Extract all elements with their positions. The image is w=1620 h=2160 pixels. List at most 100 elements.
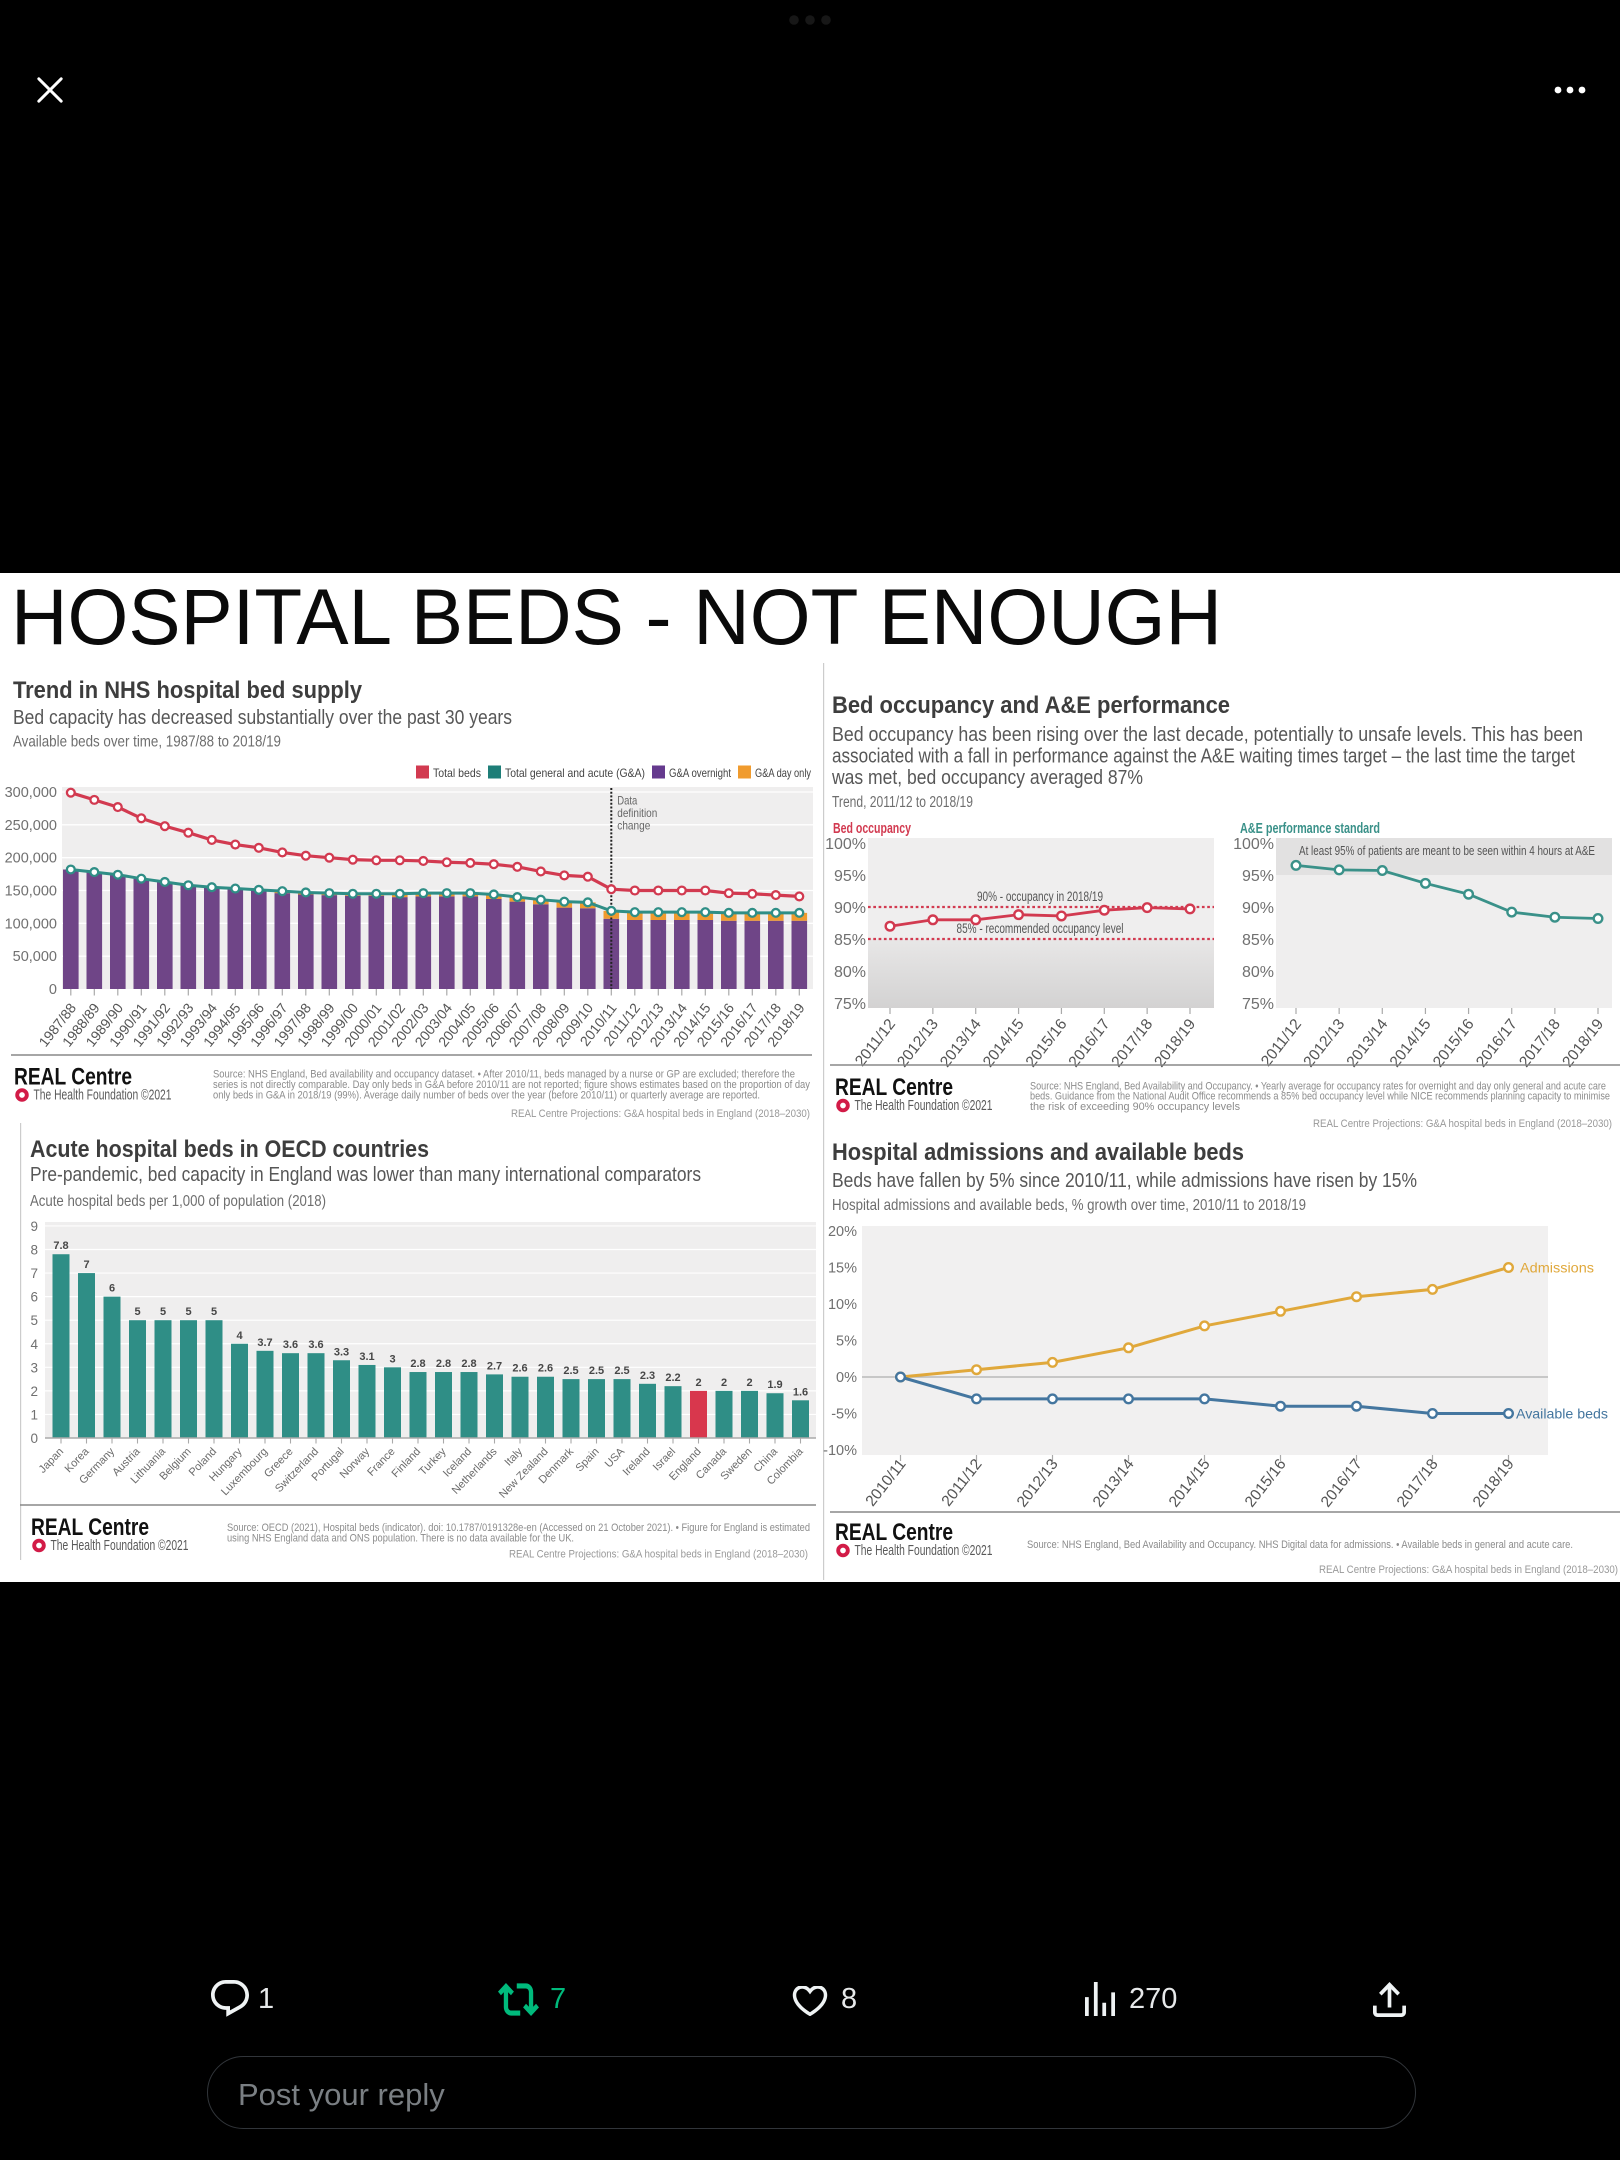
- svg-text:Bed occupancy: Bed occupancy: [833, 820, 911, 837]
- svg-text:Source: NHS England, Bed avail: Source: NHS England, Bed availability an…: [213, 1069, 795, 1081]
- svg-text:3.6: 3.6: [308, 1339, 323, 1351]
- svg-text:Trend, 2011/12 to 2018/19: Trend, 2011/12 to 2018/19: [832, 794, 973, 811]
- svg-text:2016/17: 2016/17: [1318, 1456, 1366, 1511]
- svg-text:Spain: Spain: [573, 1446, 601, 1475]
- svg-text:3.7: 3.7: [257, 1337, 272, 1349]
- svg-text:4: 4: [30, 1337, 38, 1352]
- svg-text:2015/16: 2015/16: [1242, 1456, 1290, 1511]
- svg-text:2012/13: 2012/13: [894, 1016, 942, 1071]
- svg-text:1.6: 1.6: [793, 1386, 808, 1398]
- svg-text:Hospital admissions and availa: Hospital admissions and available beds: [832, 1139, 1244, 1166]
- svg-text:90%: 90%: [834, 900, 866, 917]
- svg-text:1: 1: [30, 1407, 38, 1422]
- svg-text:2011/12: 2011/12: [938, 1456, 985, 1510]
- svg-text:150,000: 150,000: [5, 884, 57, 900]
- svg-text:75%: 75%: [1242, 996, 1274, 1013]
- svg-text:the risk of exceeding 90% occu: the risk of exceeding 90% occupancy leve…: [1030, 1101, 1240, 1113]
- svg-text:2: 2: [695, 1377, 701, 1389]
- svg-text:2017/18: 2017/18: [1516, 1016, 1564, 1071]
- svg-text:2018/19: 2018/19: [1470, 1456, 1518, 1511]
- svg-text:The Health Foundation ©2021: The Health Foundation ©2021: [855, 1543, 993, 1559]
- svg-text:2013/14: 2013/14: [1344, 1016, 1392, 1071]
- svg-text:A&E performance standard: A&E performance standard: [1240, 820, 1380, 837]
- svg-text:Source: NHS England, Bed Avail: Source: NHS England, Bed Availability an…: [1027, 1539, 1573, 1551]
- svg-text:3.6: 3.6: [283, 1339, 298, 1351]
- svg-text:Japan: Japan: [37, 1446, 66, 1476]
- svg-text:5: 5: [30, 1313, 38, 1328]
- svg-text:Bed capacity has decreased sub: Bed capacity has decreased substantially…: [13, 706, 512, 729]
- svg-text:Trend in NHS hospital bed supp: Trend in NHS hospital bed supply: [13, 677, 363, 704]
- svg-text:2.5: 2.5: [614, 1365, 629, 1377]
- svg-text:G&A day only: G&A day only: [755, 766, 811, 780]
- svg-text:2014/15: 2014/15: [980, 1016, 1028, 1071]
- svg-text:Available beds over time, 1987: Available beds over time, 1987/88 to 201…: [13, 734, 281, 751]
- svg-text:2017/18: 2017/18: [1394, 1456, 1442, 1511]
- svg-text:85%: 85%: [1242, 932, 1274, 949]
- svg-text:series is not directly compara: series is not directly comparable. Day o…: [213, 1079, 810, 1091]
- svg-text:95%: 95%: [1242, 868, 1274, 885]
- svg-text:2: 2: [30, 1384, 38, 1399]
- svg-text:Hospital admissions and availa: Hospital admissions and available beds, …: [832, 1197, 1306, 1214]
- svg-text:90% - occupancy in 2018/19: 90% - occupancy in 2018/19: [977, 889, 1103, 904]
- svg-text:Available beds: Available beds: [1516, 1406, 1608, 1422]
- svg-text:2.5: 2.5: [563, 1365, 578, 1377]
- svg-text:The Health Foundation ©2021: The Health Foundation ©2021: [34, 1088, 172, 1104]
- svg-text:2010/11: 2010/11: [862, 1456, 909, 1510]
- svg-text:Bed occupancy has been rising: Bed occupancy has been rising over the l…: [832, 723, 1583, 746]
- svg-text:change: change: [617, 819, 650, 833]
- svg-text:2.7: 2.7: [487, 1360, 502, 1372]
- svg-text:Bed occupancy and A&E performa: Bed occupancy and A&E performance: [832, 692, 1230, 719]
- svg-text:7: 7: [30, 1266, 38, 1281]
- svg-text:Total general and acute (G&A): Total general and acute (G&A): [505, 766, 645, 780]
- svg-text:Acute hospital beds per 1,000: Acute hospital beds per 1,000 of populat…: [30, 1193, 326, 1210]
- svg-text:2018/19: 2018/19: [1151, 1016, 1199, 1071]
- svg-text:Acute hospital beds in OECD co: Acute hospital beds in OECD countries: [30, 1136, 429, 1163]
- svg-text:2011/12: 2011/12: [1258, 1016, 1305, 1070]
- svg-text:2015/16: 2015/16: [1023, 1016, 1071, 1071]
- svg-text:5: 5: [160, 1306, 166, 1318]
- svg-text:5%: 5%: [836, 1334, 857, 1350]
- svg-text:REAL Centre Projections: G&A h: REAL Centre Projections: G&A hospital be…: [1313, 1118, 1612, 1130]
- svg-text:HOSPITAL BEDS - NOT ENOUGH: HOSPITAL BEDS - NOT ENOUGH: [11, 573, 1222, 661]
- svg-text:2.8: 2.8: [410, 1358, 425, 1370]
- svg-text:2.3: 2.3: [640, 1370, 655, 1382]
- svg-text:2.8: 2.8: [436, 1358, 451, 1370]
- svg-text:3.3: 3.3: [334, 1346, 349, 1358]
- svg-text:50,000: 50,000: [13, 949, 57, 965]
- svg-text:REAL Centre: REAL Centre: [31, 1514, 149, 1541]
- svg-text:0: 0: [30, 1431, 38, 1446]
- svg-text:6: 6: [109, 1283, 115, 1295]
- svg-text:definition: definition: [617, 806, 657, 820]
- svg-text:2016/17: 2016/17: [1066, 1016, 1114, 1071]
- svg-text:-5%: -5%: [831, 1407, 857, 1423]
- svg-text:2015/16: 2015/16: [1430, 1016, 1478, 1071]
- svg-text:REAL Centre Projections: G&A h: REAL Centre Projections: G&A hospital be…: [1319, 1564, 1618, 1576]
- svg-text:80%: 80%: [1242, 964, 1274, 981]
- svg-text:2012/13: 2012/13: [1014, 1456, 1062, 1511]
- svg-text:5: 5: [134, 1306, 140, 1318]
- svg-text:4: 4: [236, 1330, 243, 1342]
- svg-text:2014/15: 2014/15: [1387, 1016, 1435, 1071]
- svg-text:10%: 10%: [828, 1297, 857, 1313]
- svg-text:REAL Centre: REAL Centre: [14, 1064, 132, 1091]
- svg-text:Source: OECD (2021), Hospital: Source: OECD (2021), Hospital beds (indi…: [227, 1522, 810, 1534]
- svg-text:2016/17: 2016/17: [1473, 1016, 1521, 1071]
- svg-text:15%: 15%: [828, 1261, 857, 1277]
- svg-text:0%: 0%: [836, 1370, 857, 1386]
- svg-text:2012/13: 2012/13: [1300, 1016, 1348, 1071]
- svg-text:2018/19: 2018/19: [1559, 1016, 1607, 1071]
- svg-text:REAL Centre: REAL Centre: [835, 1519, 953, 1546]
- svg-text:2011/12: 2011/12: [852, 1016, 899, 1070]
- svg-text:3.1: 3.1: [359, 1351, 374, 1363]
- svg-text:85%: 85%: [834, 932, 866, 949]
- svg-text:Source: NHS England, Bed Avail: Source: NHS England, Bed Availability an…: [1030, 1080, 1606, 1092]
- svg-text:1.9: 1.9: [767, 1379, 782, 1391]
- svg-text:100,000: 100,000: [5, 916, 57, 932]
- svg-text:2017/18: 2017/18: [1108, 1016, 1156, 1071]
- svg-text:5: 5: [211, 1306, 217, 1318]
- svg-text:9: 9: [30, 1219, 38, 1234]
- svg-text:90%: 90%: [1242, 900, 1274, 917]
- svg-text:Pre-pandemic, bed capacity in: Pre-pandemic, bed capacity in England wa…: [30, 1163, 701, 1186]
- svg-text:5: 5: [185, 1306, 191, 1318]
- svg-text:was met, bed occupancy average: was met, bed occupancy averaged 87%: [831, 766, 1143, 789]
